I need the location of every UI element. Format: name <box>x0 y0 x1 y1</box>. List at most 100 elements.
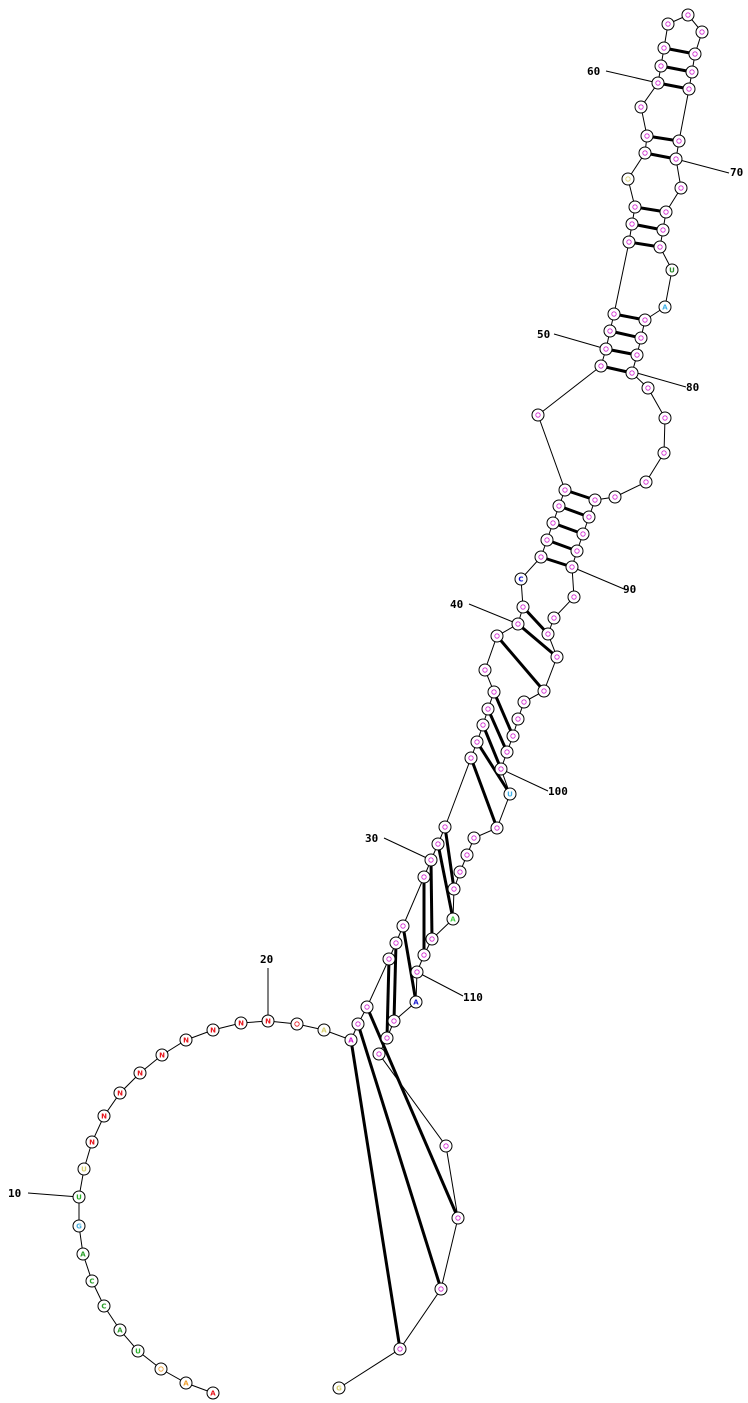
nucleotide-glyph <box>421 952 427 958</box>
nucleotide <box>453 865 467 879</box>
nucleotide-glyph <box>498 766 504 772</box>
nucleotide <box>674 181 688 195</box>
nucleotide-glyph <box>638 335 644 341</box>
nucleotide <box>576 527 590 541</box>
nucleotide-letter: A <box>450 916 456 924</box>
nucleotide <box>552 499 566 513</box>
nucleotide: A <box>206 1386 220 1400</box>
nucleotide-circle <box>511 712 525 726</box>
index-label-100: 100 <box>548 785 568 798</box>
index-label-30: 30 <box>365 832 378 845</box>
nucleotide-glyph <box>471 835 477 841</box>
nucleotide: A <box>658 300 672 314</box>
nucleotide-circle <box>511 617 525 631</box>
nucleotide-circle <box>659 205 673 219</box>
nucleotide-circle <box>550 650 564 664</box>
nucleotide-glyph <box>544 537 550 543</box>
nucleotide-glyph <box>632 204 638 210</box>
nucleotide-letter: A <box>117 1327 123 1335</box>
nucleotide-circle <box>453 865 467 879</box>
nucleotide-circle <box>500 745 514 759</box>
nucleotide-circle <box>594 359 608 373</box>
nucleotide-glyph <box>655 80 661 86</box>
nucleotide-letter: N <box>265 1018 271 1026</box>
index-tick <box>675 158 730 174</box>
nucleotide-circle <box>77 1162 91 1176</box>
nucleotide-circle <box>653 240 667 254</box>
nucleotide-circle <box>179 1376 193 1390</box>
nucleotide-circle <box>588 493 602 507</box>
nucleotide <box>531 408 545 422</box>
nucleotide-circle <box>503 787 517 801</box>
nucleotide <box>558 483 572 497</box>
nucleotide-circle <box>424 853 438 867</box>
nucleotide-glyph <box>626 239 632 245</box>
nucleotide-glyph <box>294 1021 300 1027</box>
nucleotide-circle <box>382 952 396 966</box>
nucleotide: U <box>131 1344 145 1358</box>
nucleotide-glyph <box>685 12 691 18</box>
nucleotide <box>638 146 652 160</box>
nucleotide-glyph <box>435 841 441 847</box>
nucleotide <box>669 152 683 166</box>
nucleotide-circle <box>490 629 504 643</box>
nucleotide-circle <box>638 313 652 327</box>
nucleotide <box>417 948 431 962</box>
nucleotide-circle <box>372 1047 386 1061</box>
nucleotide: G <box>332 1381 346 1395</box>
nucleotide <box>534 550 548 564</box>
nucleotide-glyph <box>515 716 521 722</box>
nucleotide-circle <box>628 200 642 214</box>
nucleotide-circle <box>396 919 410 933</box>
nucleotide <box>464 751 478 765</box>
nucleotide-glyph <box>643 479 649 485</box>
nucleotide <box>511 617 525 631</box>
nucleotide-circle <box>434 1282 448 1296</box>
nucleotide: N <box>206 1023 220 1037</box>
base-pair-line <box>495 635 546 692</box>
nucleotide-circle <box>640 129 654 143</box>
nucleotide <box>661 17 675 31</box>
nucleotide-circle <box>546 516 560 530</box>
nucleotide-circle <box>599 342 613 356</box>
nucleotide-glyph <box>504 749 510 755</box>
nucleotide-glyph <box>662 415 668 421</box>
nucleotide-glyph <box>393 940 399 946</box>
nucleotide <box>656 223 670 237</box>
nucleotide: U <box>77 1162 91 1176</box>
nucleotide-circle <box>481 702 495 716</box>
nucleotide-circle <box>622 235 636 249</box>
nucleotide <box>467 831 481 845</box>
nucleotide-letter: A <box>662 304 668 312</box>
nucleotide: U <box>72 1190 86 1204</box>
nucleotide-glyph <box>442 824 448 830</box>
nucleotide-letter: N <box>183 1037 189 1045</box>
nucleotide-circle <box>467 831 481 845</box>
nucleotide-circle <box>417 948 431 962</box>
index-label-70: 70 <box>730 166 743 179</box>
nucleotide: N <box>133 1066 147 1080</box>
nucleotide-glyph <box>645 385 651 391</box>
base-pair-line <box>429 859 434 940</box>
nucleotide-letter: U <box>76 1194 82 1202</box>
nucleotide-circle <box>460 848 474 862</box>
nucleotide <box>360 1000 374 1014</box>
nucleotide <box>494 762 508 776</box>
nucleotide <box>154 1362 168 1376</box>
nucleotide-circle <box>494 762 508 776</box>
nucleotide-circle <box>410 965 424 979</box>
nucleotide-circle <box>576 527 590 541</box>
nucleotide-circle <box>470 735 484 749</box>
nucleotide-letter: A <box>80 1251 86 1259</box>
nucleotide-circle <box>674 181 688 195</box>
nucleotide <box>490 629 504 643</box>
base-pair-line <box>469 757 499 829</box>
nucleotide-circle <box>540 533 554 547</box>
nucleotide-letter: C <box>518 576 523 584</box>
nucleotide <box>640 129 654 143</box>
index-ticks <box>27 70 730 1198</box>
nucleotide-letter: G <box>336 1385 342 1393</box>
nucleotide-circle <box>261 1014 275 1028</box>
index-tick <box>27 1192 80 1198</box>
index-tick <box>416 971 464 997</box>
